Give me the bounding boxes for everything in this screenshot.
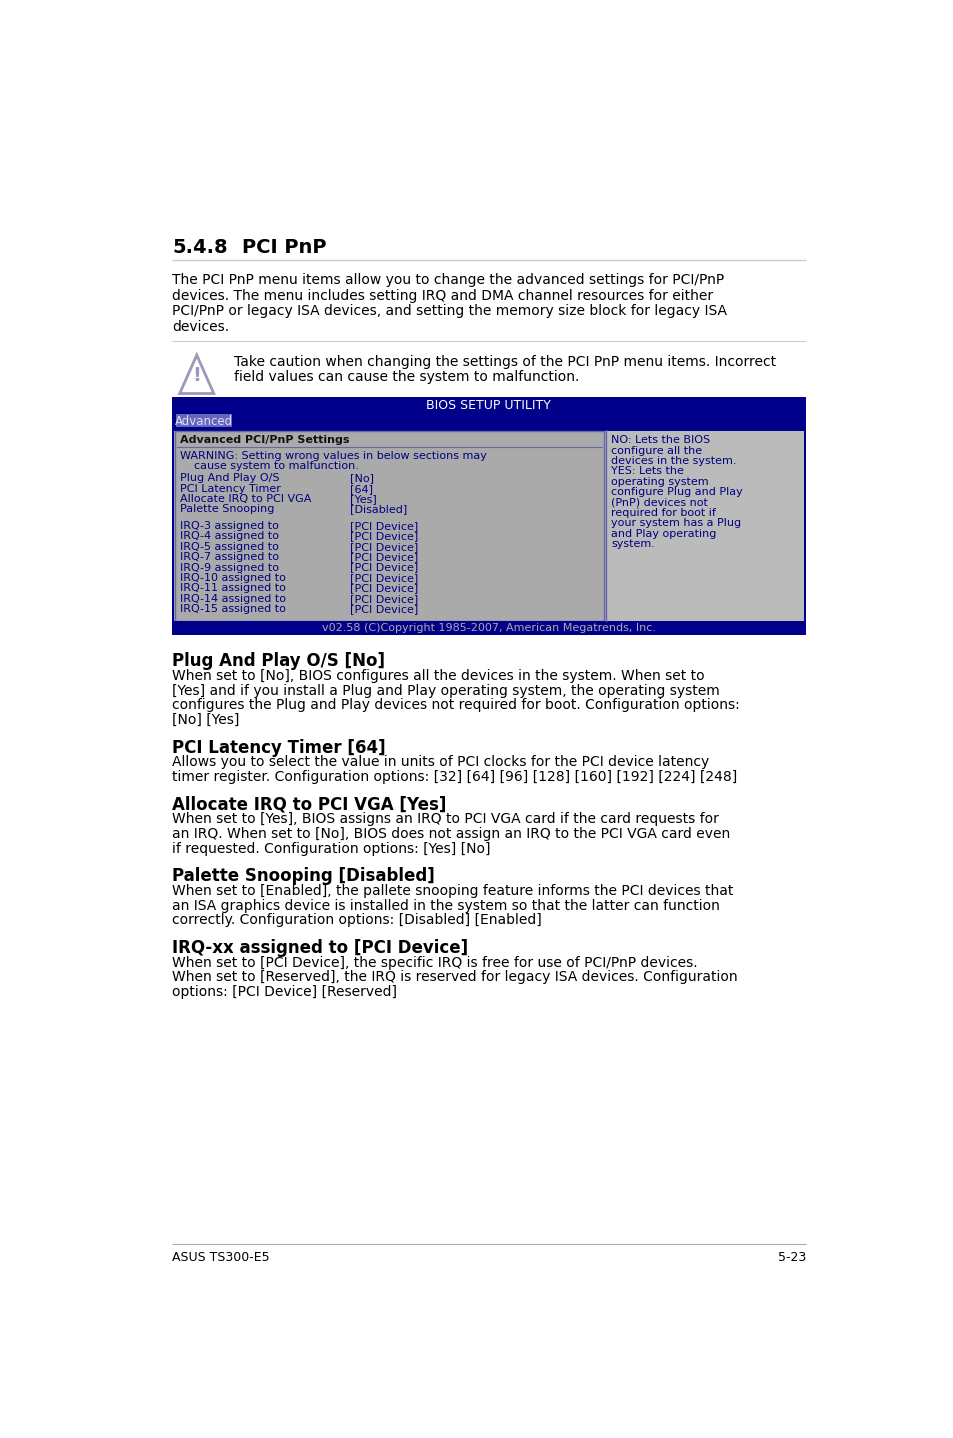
Text: PCI/PnP or legacy ISA devices, and setting the memory size block for legacy ISA: PCI/PnP or legacy ISA devices, and setti… bbox=[172, 305, 726, 318]
Text: When set to [PCI Device], the specific IRQ is free for use of PCI/PnP devices.: When set to [PCI Device], the specific I… bbox=[172, 956, 697, 969]
Text: [No]: [No] bbox=[350, 473, 374, 483]
Text: PCI Latency Timer: PCI Latency Timer bbox=[179, 483, 280, 493]
Text: [PCI Device]: [PCI Device] bbox=[350, 562, 418, 572]
Text: timer register. Configuration options: [32] [64] [96] [128] [160] [192] [224] [2: timer register. Configuration options: [… bbox=[172, 771, 737, 784]
Text: YES: Lets the: YES: Lets the bbox=[611, 466, 683, 476]
Text: PCI Latency Timer [64]: PCI Latency Timer [64] bbox=[172, 739, 385, 756]
Text: IRQ-5 assigned to: IRQ-5 assigned to bbox=[179, 542, 278, 552]
Text: [64]: [64] bbox=[350, 483, 373, 493]
Text: Allocate IRQ to PCI VGA: Allocate IRQ to PCI VGA bbox=[179, 495, 311, 505]
Text: When set to [No], BIOS configures all the devices in the system. When set to: When set to [No], BIOS configures all th… bbox=[172, 669, 704, 683]
Text: field values can cause the system to malfunction.: field values can cause the system to mal… bbox=[233, 371, 578, 384]
FancyBboxPatch shape bbox=[172, 397, 805, 636]
Text: [PCI Device]: [PCI Device] bbox=[350, 584, 418, 594]
Text: system.: system. bbox=[611, 539, 655, 549]
Text: [No] [Yes]: [No] [Yes] bbox=[172, 713, 239, 728]
Text: configures the Plug and Play devices not required for boot. Configuration option: configures the Plug and Play devices not… bbox=[172, 699, 739, 712]
Text: IRQ-3 assigned to: IRQ-3 assigned to bbox=[179, 521, 278, 531]
Text: When set to [Enabled], the pallete snooping feature informs the PCI devices that: When set to [Enabled], the pallete snoop… bbox=[172, 884, 733, 899]
Text: Take caution when changing the settings of the PCI PnP menu items. Incorrect: Take caution when changing the settings … bbox=[233, 355, 775, 370]
FancyBboxPatch shape bbox=[175, 414, 232, 427]
Text: configure Plug and Play: configure Plug and Play bbox=[611, 487, 742, 498]
Text: BIOS SETUP UTILITY: BIOS SETUP UTILITY bbox=[426, 398, 551, 411]
Text: When set to [Reserved], the IRQ is reserved for legacy ISA devices. Configuratio: When set to [Reserved], the IRQ is reser… bbox=[172, 971, 737, 984]
Text: correctly. Configuration options: [Disabled] [Enabled]: correctly. Configuration options: [Disab… bbox=[172, 913, 541, 928]
Text: Allocate IRQ to PCI VGA [Yes]: Allocate IRQ to PCI VGA [Yes] bbox=[172, 795, 446, 814]
Text: and Play operating: and Play operating bbox=[611, 529, 716, 539]
Text: devices.: devices. bbox=[172, 319, 229, 334]
FancyBboxPatch shape bbox=[174, 430, 802, 621]
Text: IRQ-15 assigned to: IRQ-15 assigned to bbox=[179, 604, 285, 614]
Text: IRQ-10 assigned to: IRQ-10 assigned to bbox=[179, 572, 285, 582]
Text: cause system to malfunction.: cause system to malfunction. bbox=[179, 462, 358, 472]
Text: Palette Snooping [Disabled]: Palette Snooping [Disabled] bbox=[172, 867, 435, 886]
Text: v02.58 (C)Copyright 1985-2007, American Megatrends, Inc.: v02.58 (C)Copyright 1985-2007, American … bbox=[321, 623, 656, 633]
Text: IRQ-11 assigned to: IRQ-11 assigned to bbox=[179, 584, 285, 594]
Text: IRQ-4 assigned to: IRQ-4 assigned to bbox=[179, 532, 278, 541]
Text: an ISA graphics device is installed in the system so that the latter can functio: an ISA graphics device is installed in t… bbox=[172, 899, 720, 913]
Text: devices in the system.: devices in the system. bbox=[611, 456, 736, 466]
FancyBboxPatch shape bbox=[606, 430, 802, 621]
Text: [PCI Device]: [PCI Device] bbox=[350, 552, 418, 562]
Text: [PCI Device]: [PCI Device] bbox=[350, 594, 418, 604]
Text: [PCI Device]: [PCI Device] bbox=[350, 532, 418, 541]
Text: IRQ-14 assigned to: IRQ-14 assigned to bbox=[179, 594, 285, 604]
Text: required for boot if: required for boot if bbox=[611, 508, 716, 518]
Text: (PnP) devices not: (PnP) devices not bbox=[611, 498, 707, 508]
Text: Advanced PCI/PnP Settings: Advanced PCI/PnP Settings bbox=[179, 436, 349, 446]
Text: [PCI Device]: [PCI Device] bbox=[350, 572, 418, 582]
Text: if requested. Configuration options: [Yes] [No]: if requested. Configuration options: [Ye… bbox=[172, 841, 490, 856]
Text: [Yes] and if you install a Plug and Play operating system, the operating system: [Yes] and if you install a Plug and Play… bbox=[172, 684, 719, 697]
Text: IRQ-xx assigned to [PCI Device]: IRQ-xx assigned to [PCI Device] bbox=[172, 939, 468, 956]
Text: an IRQ. When set to [No], BIOS does not assign an IRQ to the PCI VGA card even: an IRQ. When set to [No], BIOS does not … bbox=[172, 827, 729, 841]
Text: When set to [Yes], BIOS assigns an IRQ to PCI VGA card if the card requests for: When set to [Yes], BIOS assigns an IRQ t… bbox=[172, 812, 718, 827]
FancyBboxPatch shape bbox=[174, 430, 603, 621]
Text: your system has a Plug: your system has a Plug bbox=[611, 518, 740, 528]
Text: options: [PCI Device] [Reserved]: options: [PCI Device] [Reserved] bbox=[172, 985, 396, 999]
Text: IRQ-7 assigned to: IRQ-7 assigned to bbox=[179, 552, 278, 562]
Text: devices. The menu includes setting IRQ and DMA channel resources for either: devices. The menu includes setting IRQ a… bbox=[172, 289, 712, 303]
Text: IRQ-9 assigned to: IRQ-9 assigned to bbox=[179, 562, 278, 572]
Text: NO: Lets the BIOS: NO: Lets the BIOS bbox=[611, 436, 710, 446]
Text: Advanced: Advanced bbox=[174, 416, 233, 429]
Text: 5.4.8: 5.4.8 bbox=[172, 239, 228, 257]
Text: The PCI PnP menu items allow you to change the advanced settings for PCI/PnP: The PCI PnP menu items allow you to chan… bbox=[172, 273, 723, 288]
Text: Plug And Play O/S: Plug And Play O/S bbox=[179, 473, 279, 483]
Text: PCI PnP: PCI PnP bbox=[241, 239, 326, 257]
Text: ASUS TS300-E5: ASUS TS300-E5 bbox=[172, 1251, 270, 1264]
Text: 5-23: 5-23 bbox=[777, 1251, 805, 1264]
Text: Allows you to select the value in units of PCI clocks for the PCI device latency: Allows you to select the value in units … bbox=[172, 755, 708, 769]
Text: [PCI Device]: [PCI Device] bbox=[350, 604, 418, 614]
Text: [Disabled]: [Disabled] bbox=[350, 505, 407, 515]
Text: [PCI Device]: [PCI Device] bbox=[350, 521, 418, 531]
FancyBboxPatch shape bbox=[174, 621, 802, 634]
Text: [PCI Device]: [PCI Device] bbox=[350, 542, 418, 552]
Text: configure all the: configure all the bbox=[611, 446, 701, 456]
Text: Plug And Play O/S [No]: Plug And Play O/S [No] bbox=[172, 653, 385, 670]
Text: !: ! bbox=[193, 365, 201, 385]
Text: Palette Snooping: Palette Snooping bbox=[179, 505, 274, 515]
Text: WARNING: Setting wrong values in below sections may: WARNING: Setting wrong values in below s… bbox=[179, 452, 486, 462]
Text: operating system: operating system bbox=[611, 477, 708, 486]
Text: [Yes]: [Yes] bbox=[350, 495, 376, 505]
